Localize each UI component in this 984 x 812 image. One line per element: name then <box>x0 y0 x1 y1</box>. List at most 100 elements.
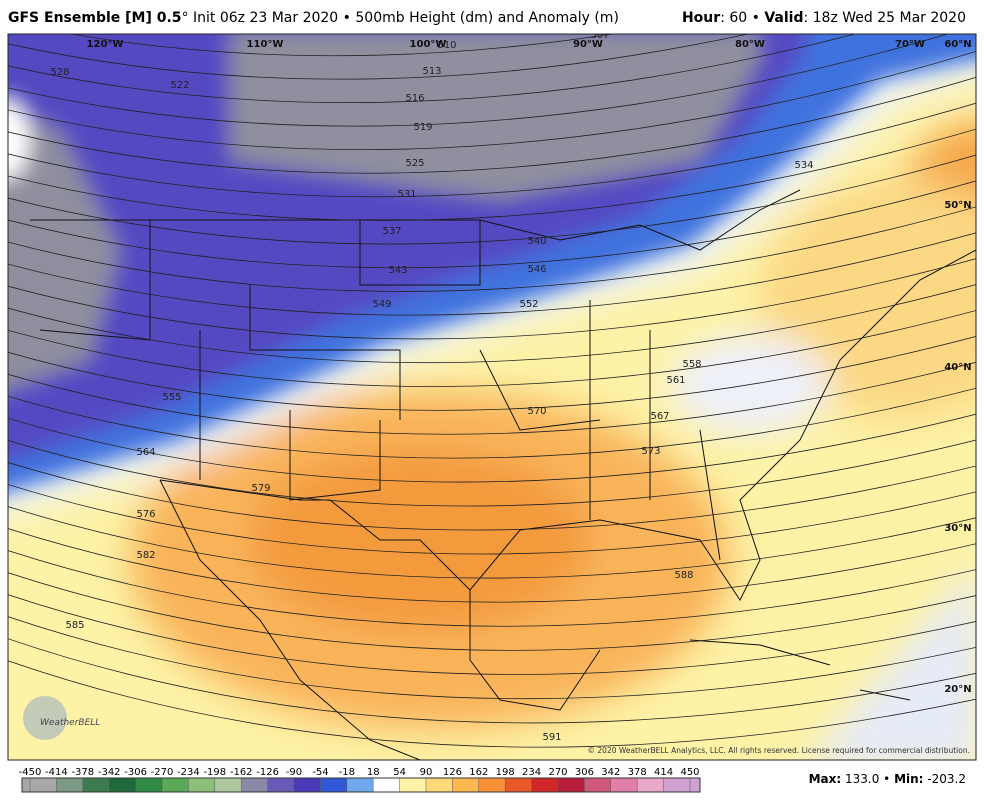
colorbar-swatch <box>478 778 506 792</box>
colorbar-swatch <box>214 778 242 792</box>
colorbar-tick-label: -54 <box>312 767 328 778</box>
contour-label: 558 <box>682 359 701 370</box>
contour-label: 510 <box>437 40 456 51</box>
colorbar-swatch <box>267 778 294 792</box>
contour-line <box>8 506 976 579</box>
contour-label: 549 <box>372 299 391 310</box>
longitude-label: 100°W <box>410 39 447 50</box>
colorbar: -450 -414 -378 -342 -306 -270 -234 -198 -162 -126… <box>19 767 701 793</box>
colorbar-tick-label: 126 <box>443 767 462 778</box>
contour-line <box>8 34 949 127</box>
contour-line <box>8 660 976 748</box>
colorbar-swatch <box>135 778 162 792</box>
colorbar-tick-label: 90 <box>420 767 433 778</box>
contour-line <box>8 361 976 435</box>
colorbar-swatch <box>426 778 453 792</box>
latitude-label: 20°N <box>944 684 971 695</box>
colorbar-swatch <box>610 778 638 792</box>
contour-line <box>8 310 976 387</box>
contour-line <box>8 413 976 483</box>
colorbar-tick-label: 18 <box>367 767 380 778</box>
longitude-label: 60°N <box>944 39 971 50</box>
contour-label: 540 <box>527 236 546 247</box>
colorbar-swatch <box>505 778 532 792</box>
stats: Max: 133.0 • Min: -203.2 <box>809 772 966 786</box>
contour-line <box>8 128 976 221</box>
contour-label: 567 <box>650 411 669 422</box>
contour-line <box>8 387 976 459</box>
contour-line <box>8 284 976 364</box>
contour-label: 546 <box>527 264 546 275</box>
contour-line <box>8 335 976 411</box>
colorbar-tick-label: -90 <box>286 767 302 778</box>
colorbar-swatch <box>294 778 321 792</box>
colorbar-tick-label: -162 <box>230 767 253 778</box>
colorbar-swatch <box>452 778 479 792</box>
colorbar-swatch <box>584 778 611 792</box>
contour-label: 573 <box>641 446 660 457</box>
longitude-label: 90°W <box>573 39 603 50</box>
contour-line <box>8 258 976 340</box>
contour-labels: 528 522 510 507 513 516 519 525 531 537 540 543 546 5… <box>50 30 813 743</box>
logo: WeatherBELL <box>23 696 100 740</box>
contour-line <box>8 76 976 174</box>
contour-label: 591 <box>542 732 561 743</box>
contour-label: 564 <box>136 447 155 458</box>
colorbar-tick-label: 306 <box>575 767 594 778</box>
latitude-label: 30°N <box>944 523 971 534</box>
map-frame <box>7 33 977 761</box>
contour-label: 552 <box>519 299 538 310</box>
contour-line <box>8 50 976 151</box>
logo-text: WeatherBELL <box>40 718 100 728</box>
contour-label: 555 <box>162 392 181 403</box>
colorbar-tick-label: -126 <box>256 767 279 778</box>
contour-label: 537 <box>382 226 401 237</box>
height-contours <box>8 34 976 748</box>
contour-line <box>8 616 976 700</box>
colorbar-swatch <box>241 778 268 792</box>
contour-label: 531 <box>397 189 416 200</box>
colorbar-tick-label: -378 <box>71 767 94 778</box>
contour-line <box>8 638 976 724</box>
contour-label: 570 <box>527 406 546 417</box>
contour-label: 522 <box>170 80 189 91</box>
colorbar-tick-label: -342 <box>98 767 121 778</box>
colorbar-swatch <box>22 778 57 792</box>
colorbar-tick-label: 270 <box>548 767 567 778</box>
valid-time: Hour: 60 • Valid: 18z Wed 25 Mar 2020 <box>682 10 966 26</box>
contour-line <box>8 484 976 555</box>
contour-label: 543 <box>388 265 407 276</box>
colorbar-tick-label: 54 <box>393 767 406 778</box>
contour-line <box>8 34 750 80</box>
map: 528 522 510 507 513 516 519 525 531 537 540 543 546 5… <box>8 30 976 760</box>
copyright: © 2020 WeatherBELL Analytics, LLC. All r… <box>588 746 970 755</box>
colorbar-tick-label: 342 <box>601 767 620 778</box>
colorbar-tick-label: -18 <box>339 767 355 778</box>
latitude-label: 40°N <box>944 362 971 373</box>
contour-line <box>8 550 976 627</box>
colorbar-swatch <box>399 778 426 792</box>
contour-line <box>8 34 857 104</box>
colorbar-tick-label: -414 <box>45 767 68 778</box>
contour-label: 588 <box>674 570 693 581</box>
colorbar-tick-label: 162 <box>469 767 488 778</box>
contour-label: 507 <box>590 30 609 41</box>
colorbar-tick-label: -234 <box>177 767 200 778</box>
contour-line <box>8 206 976 292</box>
contour-label: 585 <box>65 620 84 631</box>
contour-line <box>8 439 976 507</box>
longitude-label: 110°W <box>247 39 284 50</box>
contour-line <box>8 461 976 531</box>
contour-line <box>8 572 976 651</box>
latitude-label: 50°N <box>944 200 971 211</box>
contour-line <box>8 180 976 269</box>
colorbar-tick-label: 414 <box>654 767 673 778</box>
contour-label: 516 <box>405 93 424 104</box>
colorbar-swatch <box>56 778 83 792</box>
colorbar-swatch <box>162 778 189 792</box>
contour-line <box>69 34 616 57</box>
contour-line <box>8 528 976 603</box>
contour-label: 519 <box>413 122 432 133</box>
colorbar-tick-label: -198 <box>203 767 226 778</box>
